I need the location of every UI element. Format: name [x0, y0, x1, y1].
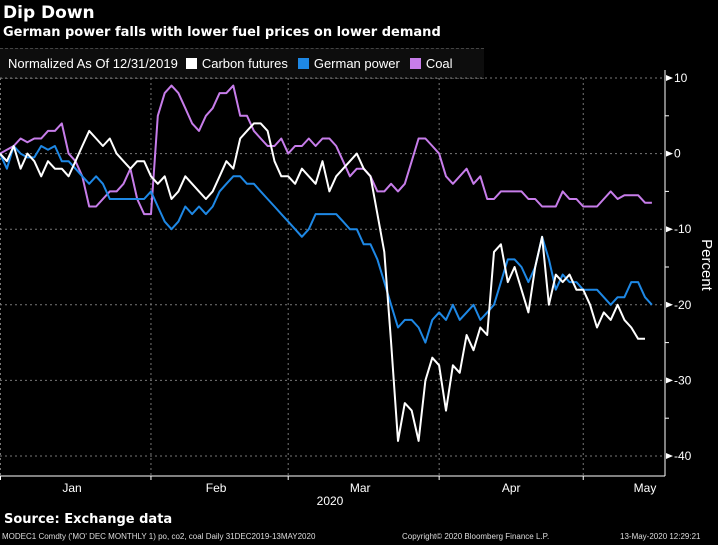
legend-swatch-german-power [297, 58, 309, 69]
series-line-coal [0, 84, 652, 216]
legend-label-carbon: Carbon futures [201, 56, 288, 71]
y-axis-label: Percent [698, 239, 715, 292]
legend-label-german-power: German power [313, 56, 400, 71]
series-line-carbon-futures [0, 122, 645, 442]
y-tick-label: 0 [674, 147, 681, 161]
axes: 10 0 -10 -20 -30 -40 Jan Feb Mar Apr May [0, 70, 692, 495]
legend-swatch-carbon [185, 58, 197, 69]
gridlines [0, 77, 665, 476]
ticker-info: MODEC1 Comdty ('MO' DEC MONTHLY 1) po, c… [2, 532, 316, 541]
y-tick-marker [666, 301, 673, 308]
y-tick-label: -10 [674, 222, 692, 236]
x-tick-label: Feb [206, 481, 227, 495]
y-tick-label: 10 [674, 71, 688, 85]
legend-item-carbon: Carbon futures [185, 56, 288, 71]
x-tick-label: May [634, 481, 657, 495]
series-lines [0, 84, 653, 442]
legend-item-german-power: German power [297, 56, 400, 71]
chart-subtitle: German power falls with lower fuel price… [3, 25, 441, 40]
y-tick-label: -20 [674, 298, 692, 312]
source-label: Source: Exchange data [4, 512, 173, 527]
y-tick-label: -30 [674, 373, 692, 387]
y-tick-label: -40 [674, 449, 692, 463]
legend: Normalized As Of 12/31/2019 Carbon futur… [0, 48, 484, 79]
chart-title: Dip Down [3, 3, 95, 23]
x-tick-label: Jan [62, 481, 81, 495]
y-tick-marker [666, 150, 673, 157]
copyright: Copyright© 2020 Bloomberg Finance L.P. [402, 532, 550, 541]
x-axis-year-label: 2020 [317, 494, 344, 508]
y-tick-marker [666, 226, 673, 233]
legend-item-coal: Coal [409, 56, 453, 71]
x-tick-label: Mar [350, 481, 371, 495]
y-tick-marker [666, 453, 673, 459]
timestamp: 13-May-2020 12:29:21 [620, 532, 701, 541]
x-tick-label: Apr [502, 481, 521, 495]
y-tick-marker [666, 377, 673, 384]
legend-swatch-coal [409, 58, 421, 69]
y-tick-marker [666, 75, 673, 81]
normalized-label: Normalized As Of 12/31/2019 [8, 56, 178, 71]
legend-label-coal: Coal [425, 56, 453, 71]
